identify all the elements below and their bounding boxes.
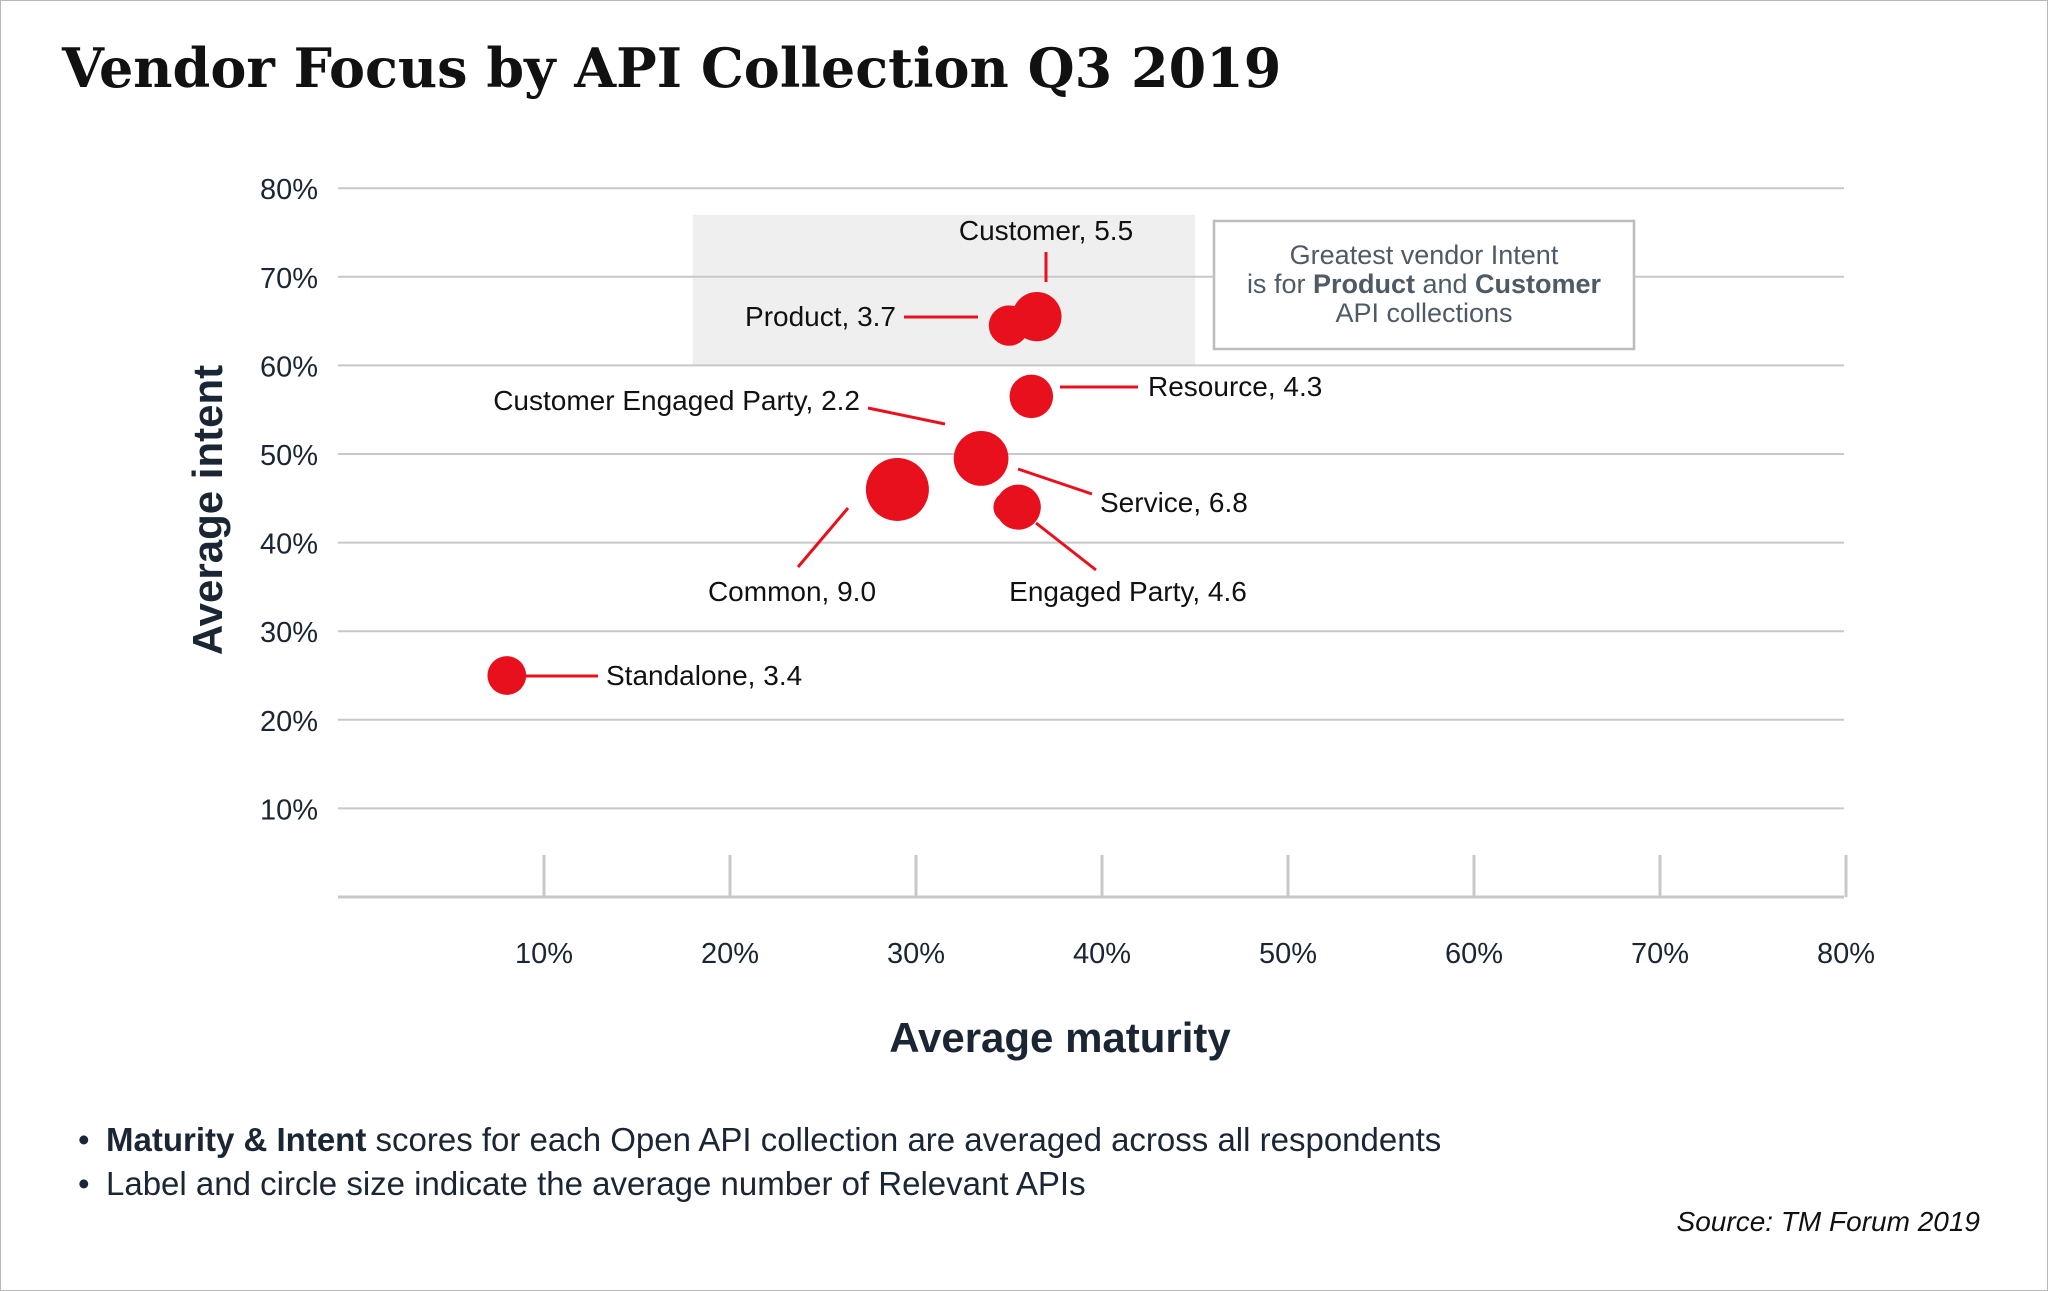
note-bold: Maturity & Intent	[106, 1121, 367, 1158]
y-tick-label: 20%	[260, 706, 318, 738]
callout-fragment-4: Customer	[1475, 269, 1602, 299]
y-tick-label: 40%	[260, 529, 318, 561]
callout-fragment-1: is for	[1247, 269, 1313, 299]
chart-title: Vendor Focus by API Collection Q3 2019	[62, 36, 1282, 100]
data-label-engaged-party: Engaged Party, 4.6	[1009, 576, 1247, 607]
y-tick-label: 60%	[260, 351, 318, 383]
bubble-resource	[1009, 374, 1054, 419]
x-tick-label: 10%	[515, 938, 573, 970]
highlight-region	[692, 214, 1195, 366]
leader-line-engaged-party	[1035, 521, 1097, 572]
data-label-customer-engaged-party: Customer Engaged Party, 2.2	[493, 385, 860, 416]
callout-fragment-3: and	[1415, 269, 1475, 299]
bubble-common	[865, 457, 929, 521]
bubble-customer-engaged-party	[993, 491, 1025, 523]
y-tick-label: 80%	[260, 174, 318, 206]
bubble-product	[988, 305, 1030, 346]
note-maturity-intent: • Maturity & Intent scores for each Open …	[78, 1118, 1441, 1162]
bubble-service	[953, 431, 1009, 486]
x-tick-label: 80%	[1817, 938, 1875, 970]
x-tick-label: 20%	[701, 938, 759, 970]
x-axis-title: Average maturity	[889, 1014, 1231, 1061]
data-label-customer: Customer, 5.5	[959, 215, 1133, 246]
callout-line-3: API collections	[1335, 298, 1512, 328]
x-tick-label: 70%	[1631, 938, 1689, 970]
data-label-product: Product, 3.7	[745, 301, 896, 332]
leader-line-service	[1017, 467, 1093, 496]
x-tick-label: 30%	[887, 938, 945, 970]
data-label-common: Common, 9.0	[708, 576, 876, 607]
callout-line-1: Greatest vendor Intent	[1290, 240, 1559, 270]
x-tick-label: 40%	[1073, 938, 1131, 970]
bullet-icon: •	[78, 1121, 90, 1158]
leader-line-common	[796, 507, 850, 568]
chart-notes: • Maturity & Intent scores for each Open …	[78, 1118, 1441, 1206]
bubble-standalone	[487, 656, 527, 695]
note-circle-size: • Label and circle size indicate the aver…	[78, 1162, 1441, 1206]
leader-line-customer-engaged-party	[867, 406, 946, 426]
callout-fragment-2: Product	[1313, 269, 1415, 299]
x-tick-label: 60%	[1445, 938, 1503, 970]
source-credit: Source: TM Forum 2019	[1676, 1206, 1980, 1237]
y-tick-label: 10%	[260, 794, 318, 826]
y-tick-label: 50%	[260, 440, 318, 472]
y-axis-title: Average intent	[184, 365, 231, 655]
data-label-standalone: Standalone, 3.4	[606, 660, 802, 691]
x-tick-label: 50%	[1259, 938, 1317, 970]
note-text: scores for each Open API collection are …	[366, 1121, 1442, 1158]
note-text: Label and circle size indicate the avera…	[106, 1165, 1086, 1202]
y-tick-label: 70%	[260, 263, 318, 295]
bullet-icon: •	[78, 1165, 90, 1202]
data-label-service: Service, 6.8	[1100, 487, 1248, 518]
callout-box	[1212, 219, 1636, 351]
data-label-resource: Resource, 4.3	[1148, 371, 1322, 402]
callout-line-2: is for Product and Customer	[1247, 269, 1602, 299]
y-tick-label: 30%	[260, 617, 318, 649]
